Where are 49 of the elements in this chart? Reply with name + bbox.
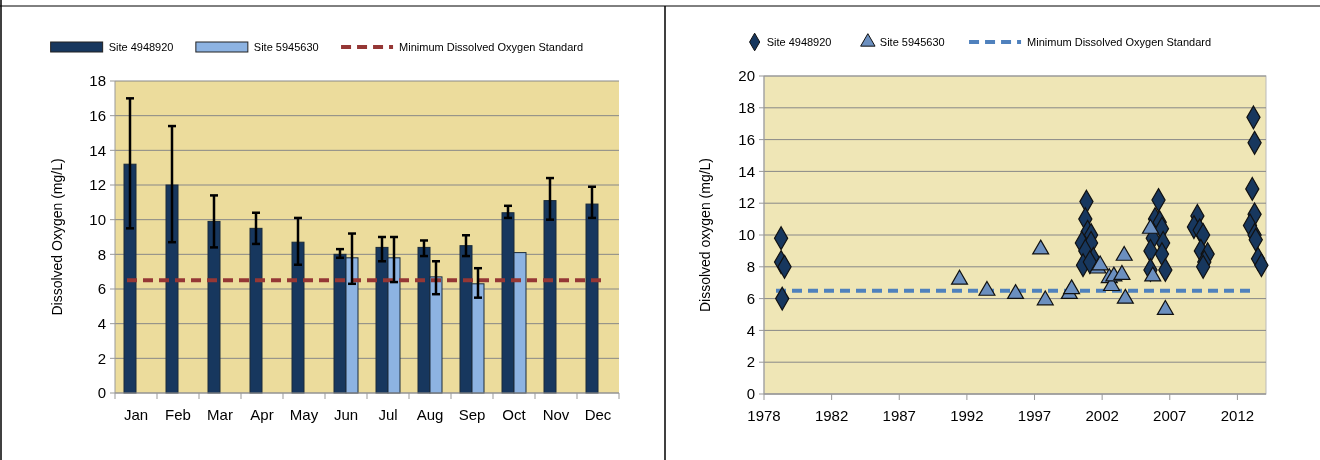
legend-label: Site 5945630 <box>879 36 945 48</box>
x-tick-label: 1987 <box>882 407 916 424</box>
y-tick-label: 0 <box>746 385 755 403</box>
x-tick-label: May <box>289 406 319 423</box>
y-tick-label: 16 <box>89 106 106 124</box>
y-tick-label: 4 <box>97 314 106 332</box>
y-tick-label: 16 <box>738 130 755 148</box>
x-tick-label: Sep <box>458 406 486 423</box>
y-tick-label: 14 <box>89 141 106 159</box>
x-tick-label: 1997 <box>1017 407 1052 424</box>
x-tick-label: Dec <box>584 406 612 423</box>
y-tick-label: 10 <box>738 226 755 244</box>
y-tick-label: 8 <box>746 258 755 276</box>
x-tick-label: Jun <box>333 406 359 423</box>
y-axis-title: Dissolved oxygen (mg/L) <box>697 157 713 313</box>
y-tick-label: 2 <box>746 353 755 371</box>
x-tick-label: 1978 <box>747 407 781 424</box>
y-tick-label: 6 <box>97 280 106 298</box>
legend-label: Minimum Dissolved Oxygen Standard <box>399 41 584 53</box>
legend-label: Site 5945630 <box>253 41 319 53</box>
x-tick-label: 2012 <box>1220 407 1255 424</box>
y-tick-label: 20 <box>738 67 755 85</box>
x-tick-label: Jan <box>123 406 149 423</box>
y-tick-label: 10 <box>89 210 106 228</box>
x-tick-label: Feb <box>165 406 191 423</box>
x-tick-label: 1982 <box>814 407 849 424</box>
legend-label: Site 4948920 <box>766 36 832 48</box>
x-tick-label: 2007 <box>1153 407 1187 424</box>
legend-label: Site 4948920 <box>108 41 174 53</box>
y-tick-label: 8 <box>97 245 106 263</box>
y-tick-label: 18 <box>738 99 755 117</box>
x-tick-label: Jul <box>378 406 398 423</box>
x-tick-label: Apr <box>250 406 274 423</box>
x-tick-label: Oct <box>502 406 527 423</box>
y-tick-label: 4 <box>746 321 755 339</box>
y-tick-label: 18 <box>89 72 106 90</box>
legend-label: Minimum Dissolved Oxygen Standard <box>1027 36 1212 48</box>
x-tick-label: Aug <box>416 406 444 423</box>
y-axis-title: Dissolved Oxygen (mg/L) <box>49 158 65 316</box>
x-tick-label: 2002 <box>1085 407 1119 424</box>
y-tick-label: 14 <box>738 162 755 180</box>
y-tick-label: 12 <box>738 194 755 212</box>
y-tick-label: 2 <box>97 349 106 367</box>
x-tick-label: 1992 <box>950 407 984 424</box>
y-tick-label: 6 <box>746 289 755 307</box>
y-tick-label: 0 <box>97 384 106 402</box>
y-tick-label: 12 <box>89 176 106 194</box>
x-tick-label: Mar <box>207 406 233 423</box>
x-tick-label: Nov <box>542 406 570 423</box>
